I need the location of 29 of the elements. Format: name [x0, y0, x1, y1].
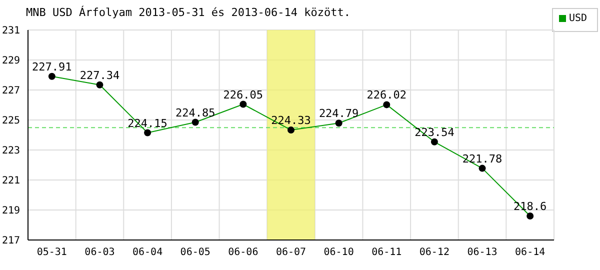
- x-tick-label: 06-13: [467, 247, 498, 258]
- y-tick-label: 223: [2, 146, 20, 157]
- x-tick-label: 06-14: [515, 247, 546, 258]
- y-tick-label: 225: [2, 116, 20, 127]
- data-label: 224.33: [271, 114, 311, 128]
- x-tick-label: 06-03: [84, 247, 115, 258]
- x-tick-label: 06-05: [180, 247, 210, 258]
- y-tick-label: 217: [2, 236, 20, 247]
- data-label: 226.02: [366, 88, 407, 102]
- y-tick-label: 221: [2, 176, 20, 187]
- x-tick-label: 06-07: [276, 247, 306, 258]
- legend-label: USD: [569, 13, 588, 24]
- y-tick-label: 229: [2, 56, 20, 67]
- x-tick-label: 05-31: [36, 247, 67, 258]
- x-tick-label: 06-11: [372, 247, 402, 258]
- y-tick-label: 231: [2, 26, 20, 37]
- data-label: 227.34: [80, 68, 120, 82]
- data-label: 224.85: [175, 106, 216, 120]
- x-tick-label: 06-06: [228, 247, 258, 258]
- data-label: 227.91: [32, 60, 72, 74]
- x-tick-label: 06-12: [419, 247, 450, 258]
- data-label: 226.05: [223, 88, 264, 102]
- data-label: 221.78: [462, 152, 502, 166]
- y-tick-label: 227: [2, 86, 20, 97]
- chart-title: MNB USD Árfolyam 2013-05-31 és 2013-06-14 között.: [26, 6, 351, 19]
- data-label: 224.79: [318, 107, 359, 120]
- x-tick-label: 06-04: [132, 247, 163, 258]
- x-tick-label: 06-10: [324, 247, 354, 258]
- y-tick-label: 219: [2, 206, 20, 217]
